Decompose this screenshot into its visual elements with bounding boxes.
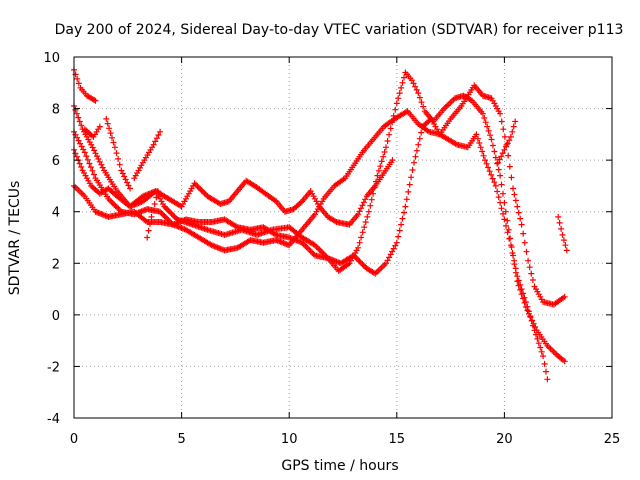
grid bbox=[74, 57, 612, 418]
data-point-markers bbox=[81, 123, 103, 140]
x-tick-label: 10 bbox=[281, 432, 298, 447]
series-track-10 bbox=[494, 118, 519, 166]
y-tick-label: 2 bbox=[52, 257, 60, 272]
series-track-4 bbox=[71, 115, 551, 383]
data-point-markers bbox=[71, 66, 99, 104]
y-tick-label: 8 bbox=[52, 103, 60, 118]
data-point-markers bbox=[131, 128, 164, 182]
series-track-2 bbox=[71, 69, 568, 365]
y-tick-label: 4 bbox=[52, 206, 60, 221]
series-track-9 bbox=[131, 128, 164, 182]
series-track-6 bbox=[81, 123, 103, 140]
x-tick-label: 0 bbox=[70, 432, 78, 447]
data-point-markers bbox=[71, 115, 551, 383]
x-tick-label: 5 bbox=[177, 432, 185, 447]
series-track-7 bbox=[103, 115, 133, 192]
y-tick-label: 10 bbox=[43, 51, 60, 66]
y-tick-label: -2 bbox=[47, 360, 60, 375]
x-tick-label: 25 bbox=[604, 432, 621, 447]
x-axis-label: GPS time / hours bbox=[281, 458, 398, 474]
data-point-markers bbox=[103, 115, 133, 192]
y-axis-label: SDTVAR / TECUs bbox=[7, 181, 23, 296]
y-tick-label: -4 bbox=[47, 412, 60, 427]
plot-frame bbox=[73, 56, 613, 419]
data-series bbox=[71, 66, 570, 383]
data-point-markers bbox=[555, 213, 570, 254]
series-track-1 bbox=[71, 66, 99, 104]
x-tick-label: 15 bbox=[389, 432, 406, 447]
series-track-11 bbox=[555, 213, 570, 254]
y-tick-label: 6 bbox=[52, 154, 60, 169]
series-track-8 bbox=[144, 188, 161, 241]
data-point-markers bbox=[71, 69, 568, 365]
chart-title: Day 200 of 2024, Sidereal Day-to-day VTE… bbox=[55, 22, 624, 38]
y-tick-label: 0 bbox=[52, 309, 60, 324]
x-tick-label: 20 bbox=[496, 432, 513, 447]
axis-ticks: 0 5 10 15 20 25 -4 -2 0 2 4 6 8 10 bbox=[43, 51, 620, 447]
data-point-markers bbox=[494, 118, 519, 166]
data-point-markers bbox=[144, 188, 161, 241]
